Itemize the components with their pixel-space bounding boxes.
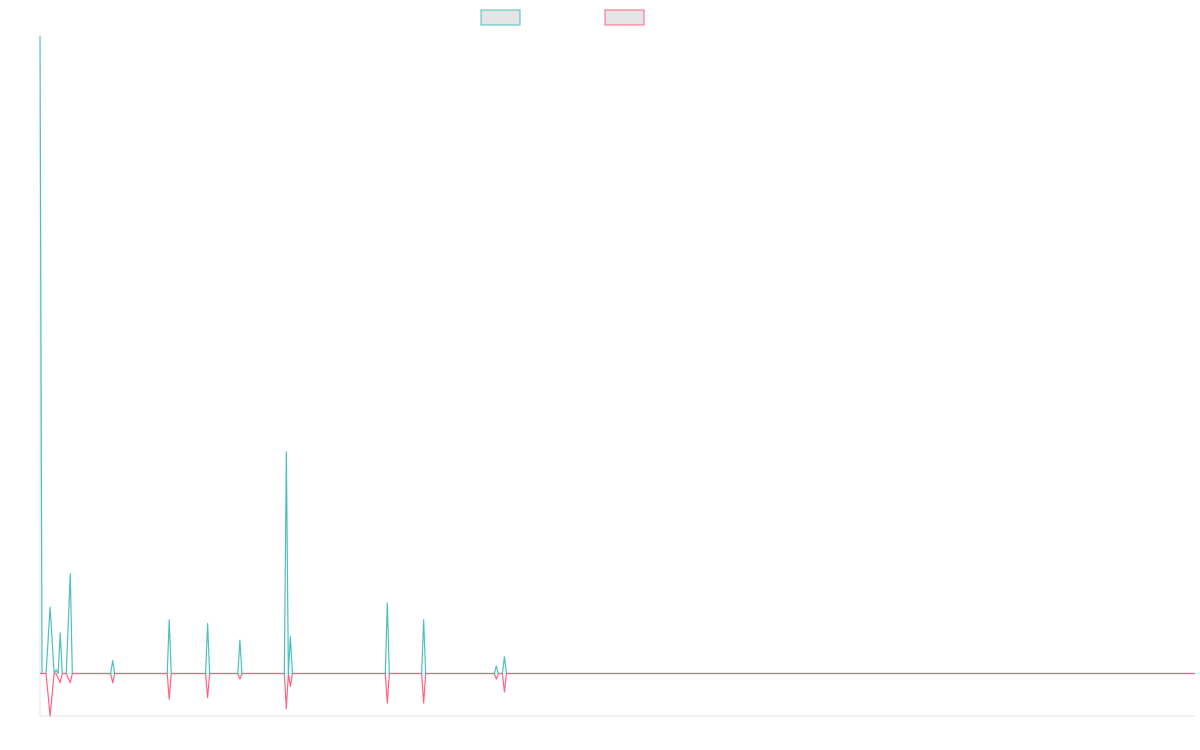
series-b-line	[40, 672, 1195, 717]
chart-axes	[39, 36, 1195, 717]
chart-legend	[480, 9, 645, 26]
series-a-line	[39, 35, 1195, 675]
legend-swatch-series-b[interactable]	[604, 9, 645, 26]
legend-swatch-series-a[interactable]	[480, 9, 521, 26]
plot-area	[39, 35, 1195, 717]
